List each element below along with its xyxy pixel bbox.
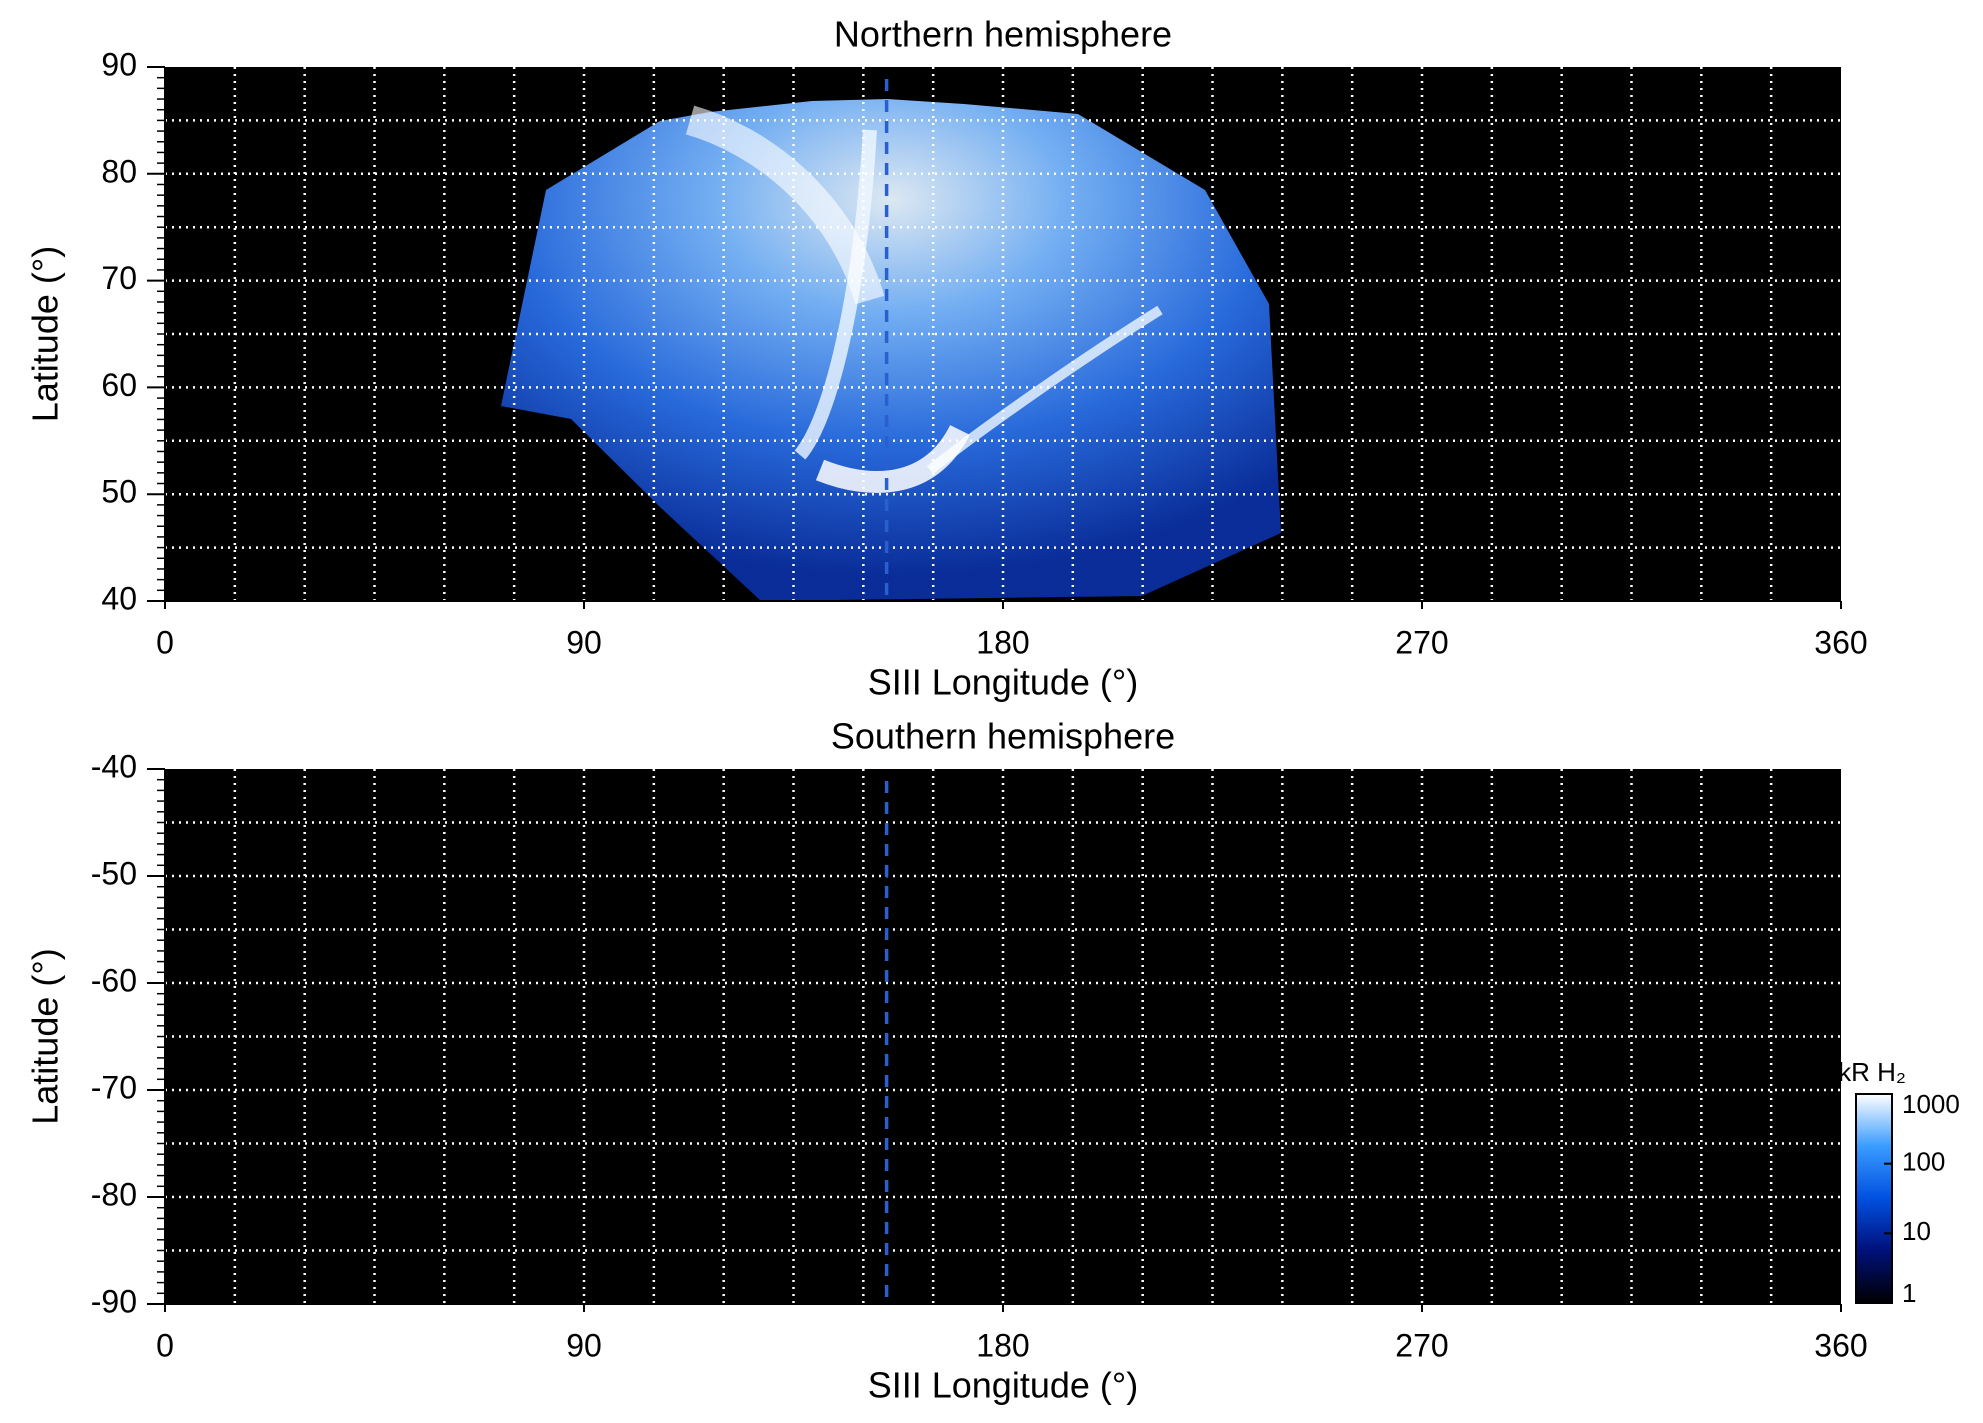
y-tick-label: -90 — [91, 1283, 137, 1319]
y-tick-label: 60 — [101, 367, 137, 403]
chart-title: Southern hemisphere — [831, 716, 1175, 757]
colorbar-label: kR H₂ — [1838, 1057, 1906, 1087]
y-tick-label: -40 — [91, 748, 137, 784]
y-tick-label: -80 — [91, 1176, 137, 1212]
x-tick-label: 180 — [976, 1327, 1029, 1363]
colorbar — [1855, 1093, 1893, 1304]
y-tick-label: 40 — [101, 580, 137, 616]
x-tick-label: 0 — [156, 1327, 174, 1363]
x-tick-label: 0 — [156, 624, 174, 660]
y-axis-label: Latitude (°) — [25, 948, 66, 1124]
x-tick-label: 180 — [976, 624, 1029, 660]
y-tick-label: 90 — [101, 46, 137, 82]
colorbar-tick-label: 1 — [1902, 1278, 1916, 1308]
y-tick-label: -50 — [91, 855, 137, 891]
x-axis-label: SIII Longitude (°) — [868, 662, 1139, 703]
y-tick-label: 80 — [101, 153, 137, 189]
x-tick-label: 270 — [1395, 1327, 1448, 1363]
x-axis-label: SIII Longitude (°) — [868, 1365, 1139, 1406]
x-tick-label: 270 — [1395, 624, 1448, 660]
colorbar-tick-label: 1000 — [1902, 1089, 1960, 1119]
colorbar-tick-label: 100 — [1902, 1147, 1945, 1177]
y-tick-label: -70 — [91, 1069, 137, 1105]
y-tick-label: 70 — [101, 260, 137, 296]
aurora-emission — [501, 99, 1281, 601]
x-tick-label: 90 — [566, 1327, 602, 1363]
x-tick-label: 360 — [1814, 624, 1867, 660]
y-axis-label: Latitude (°) — [25, 246, 66, 422]
x-tick-label: 360 — [1814, 1327, 1867, 1363]
y-tick-label: 50 — [101, 474, 137, 510]
chart-title: Northern hemisphere — [834, 14, 1172, 55]
colorbar-tick-label: 10 — [1902, 1216, 1931, 1246]
x-tick-label: 90 — [566, 624, 602, 660]
y-tick-label: -60 — [91, 962, 137, 998]
